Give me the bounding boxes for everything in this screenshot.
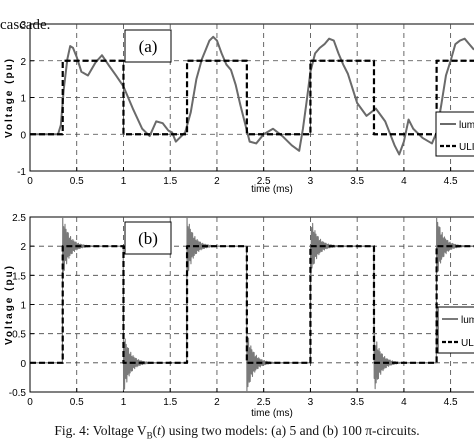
panel-label: (b) — [138, 229, 158, 248]
panel-label-box — [124, 29, 172, 63]
x-tick-label: 2.5 — [257, 397, 271, 408]
x-tick-label: 1 — [121, 397, 127, 408]
x-tick-label: 4.5 — [444, 176, 458, 187]
caption-variable: t — [157, 423, 161, 438]
y-tick-label: 3 — [20, 20, 26, 31]
caption-paren: ( — [152, 423, 158, 438]
x-tick-label: 4.5 — [444, 397, 458, 408]
x-tick-label: 1.5 — [163, 397, 177, 408]
preceding-text-fragment: cascade. — [0, 17, 51, 33]
y-axis-label: Voltage (pu) — [4, 264, 15, 345]
x-tick-label: 4 — [401, 397, 407, 408]
series-line-uli — [30, 59, 474, 136]
series-line-lum — [30, 35, 474, 156]
y-tick-label: -0.5 — [9, 388, 27, 399]
x-tick-label: 0 — [27, 176, 33, 187]
x-tick-label: 0 — [27, 397, 33, 408]
legend-entry-lum: lum — [461, 315, 474, 326]
x-axis-label: time (ms) — [251, 184, 293, 195]
x-tick-label: 1.5 — [163, 176, 177, 187]
figure-caption: Fig. 4: Voltage VB(t) using two models: … — [0, 423, 474, 441]
legend-entry-uli: ULI — [459, 142, 474, 153]
y-tick-label: 2 — [20, 57, 26, 68]
legend-box — [437, 306, 474, 354]
x-tick-label: 0.5 — [70, 397, 84, 408]
y-tick-label: 0 — [20, 359, 26, 370]
y-tick-label: 0 — [20, 130, 26, 141]
x-axis-label: time (ms) — [251, 408, 293, 419]
chart-panel-b: -0.500.511.522.50 0.5 1 1.5 2 2.5 3 3.5 4 4.5time… — [4, 213, 474, 419]
series-line-uli — [30, 245, 474, 364]
y-axis-label: Voltage (pu) — [4, 57, 15, 138]
series-line-lum — [30, 217, 474, 392]
x-tick-label: 3 — [308, 397, 314, 408]
x-tick-label: 4 — [401, 176, 407, 187]
legend-entry-lum: lum — [459, 120, 474, 131]
x-tick-label: 3.5 — [350, 176, 364, 187]
x-tick-label: 2 — [214, 397, 220, 408]
y-tick-label: 0.5 — [12, 330, 26, 341]
x-tick-label: 1 — [121, 176, 127, 187]
x-tick-label: 0.5 — [70, 176, 84, 187]
y-tick-label: 2 — [20, 242, 26, 253]
caption-suffix: ) using two models: (a) 5 and (b) 100 π-… — [160, 423, 420, 438]
x-tick-label: 3.5 — [350, 397, 364, 408]
y-tick-label: 1 — [20, 94, 26, 105]
caption-subscript: B — [146, 430, 153, 441]
y-tick-label: 1.5 — [12, 271, 26, 282]
legend-entry-uli: ULI — [461, 338, 474, 349]
panel-label: (a) — [139, 37, 158, 56]
y-tick-label: 1 — [20, 301, 26, 312]
x-tick-label: 2 — [214, 176, 220, 187]
x-tick-label: 2.5 — [257, 176, 271, 187]
y-tick-label: 2.5 — [12, 213, 26, 224]
y-tick-label: -1 — [17, 167, 26, 178]
x-tick-label: 3 — [308, 176, 314, 187]
panel-label-box — [124, 221, 172, 255]
legend-box — [435, 111, 474, 157]
caption-prefix: Fig. 4: Voltage V — [54, 423, 147, 438]
